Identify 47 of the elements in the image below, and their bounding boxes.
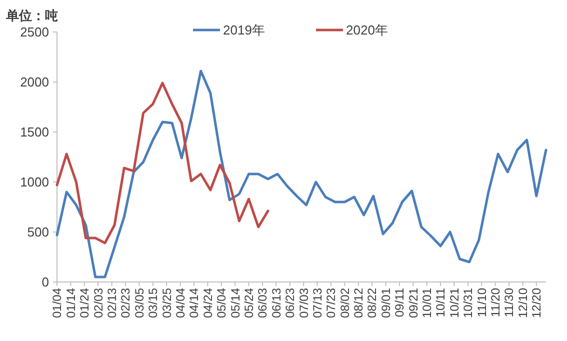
x-tick-label: 12/20 [530, 288, 544, 318]
x-tick-label: 01/14 [64, 288, 78, 318]
y-axis-title: 单位：吨 [5, 8, 58, 23]
y-tick-label: 2500 [20, 24, 49, 40]
y-tick-label: 1500 [20, 124, 49, 140]
x-tick-label: 02/13 [104, 288, 119, 318]
x-tick-label: 05/24 [242, 288, 256, 318]
x-tick-label: 08/22 [365, 288, 380, 318]
y-tick-label: 1000 [20, 174, 49, 190]
legend-label: 2019年 [223, 22, 265, 38]
x-tick-label: 04/04 [173, 288, 188, 318]
x-tick-label: 08/12 [352, 288, 366, 318]
y-tick-label: 0 [42, 274, 49, 290]
x-tick-label: 10/01 [420, 288, 434, 318]
x-tick-label: 07/03 [296, 288, 311, 318]
x-tick-label: 02/03 [91, 288, 106, 318]
x-tick-label: 01/24 [78, 288, 92, 318]
y-tick-label: 2000 [20, 74, 49, 90]
x-tick-label: 04/14 [187, 288, 202, 318]
line-series [56, 82, 270, 244]
x-tick-label: 06/23 [283, 288, 298, 318]
x-tick-label: 06/13 [269, 288, 284, 318]
x-tick-label: 06/03 [256, 288, 270, 318]
x-tick-label: 12/10 [516, 288, 530, 318]
x-tick-label: 05/04 [214, 288, 229, 318]
x-tick-label: 04/24 [200, 288, 215, 318]
x-tick-label: 03/05 [132, 288, 146, 318]
x-tick-label: 08/02 [338, 288, 352, 318]
x-tick-label: 10/31 [461, 288, 476, 318]
x-tick-label: 03/25 [160, 288, 174, 318]
legend-label: 2020年 [346, 22, 388, 38]
x-tick-label: 07/13 [310, 288, 324, 318]
x-tick-label: 05/14 [228, 288, 242, 318]
x-tick-label: 07/23 [324, 288, 338, 318]
x-tick-label: 10/11 [434, 288, 448, 318]
x-tick-label: 11/10 [474, 288, 489, 318]
x-tick-label: 11/30 [502, 288, 516, 318]
x-tick-label: 11/20 [488, 288, 503, 318]
x-tick-label: 10/21 [447, 288, 462, 318]
x-tick-label: 01/04 [50, 288, 64, 318]
y-tick-label: 500 [27, 224, 49, 240]
line-series [56, 70, 548, 278]
x-tick-label: 09/01 [378, 288, 393, 318]
x-tick-label: 03/15 [146, 288, 160, 318]
x-tick-label: 09/21 [406, 288, 420, 318]
x-tick-label: 02/23 [118, 288, 133, 318]
x-tick-label: 09/11 [392, 288, 407, 318]
